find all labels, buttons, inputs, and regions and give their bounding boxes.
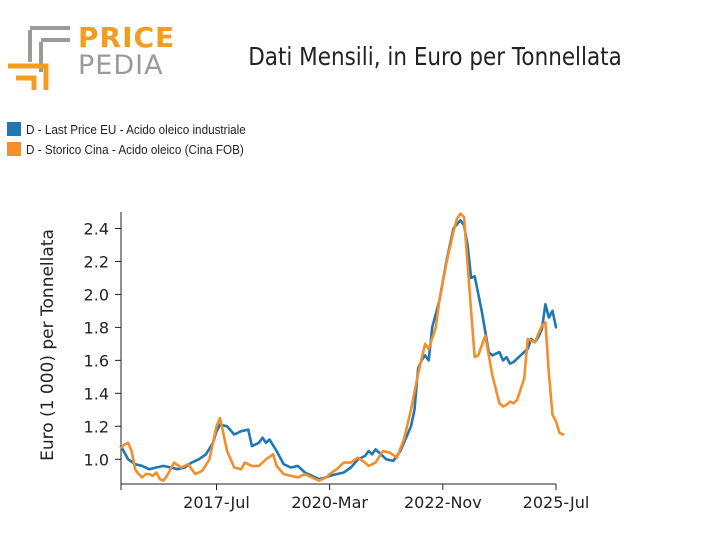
legend-swatch-series-1: [7, 122, 21, 136]
y-tick-label: 2.2: [84, 252, 109, 271]
legend-label-series-2: D - Storico Cina - Acido oleico (Cina FO…: [26, 141, 244, 157]
y-tick-label: 1.0: [84, 450, 109, 469]
chart-legend: D - Last Price EU - Acido oleico industr…: [7, 119, 270, 159]
y-tick-label: 1.2: [84, 417, 109, 436]
y-tick-label: 2.4: [84, 219, 109, 238]
pricepedia-logo: PRICE PEDIA: [8, 22, 174, 94]
x-tick-label: 2022-Nov: [404, 493, 482, 512]
logo-word-price: PRICE: [78, 21, 176, 54]
legend-label-series-1: D - Last Price EU - Acido oleico industr…: [26, 121, 246, 137]
series-line-2: [119, 212, 565, 482]
legend-swatch-series-2: [7, 142, 21, 156]
legend-item-series-1[interactable]: D - Last Price EU - Acido oleico industr…: [7, 119, 270, 139]
chart-title: Dati Mensili, in Euro per Tonnellata: [248, 42, 622, 71]
logo-word-pedia: PEDIA: [78, 50, 164, 81]
legend-item-series-2[interactable]: D - Storico Cina - Acido oleico (Cina FO…: [7, 139, 270, 159]
x-tick-label: 2017-Jul: [183, 493, 250, 512]
y-tick-label: 1.8: [84, 318, 109, 337]
y-tick-label: 1.6: [84, 351, 109, 370]
y-tick-label: 2.0: [84, 285, 109, 304]
x-tick-label: 2020-Mar: [291, 493, 368, 512]
logo-mark: [8, 26, 70, 90]
y-axis-title: Euro (1 000) per Tonnellata: [38, 229, 58, 461]
chart-lines: [119, 212, 565, 482]
chart-axes: 1.0 1.2 1.4 1.6 1.8 2.0 2.2 2.4 2017-Jul 2020-Mar…: [84, 212, 590, 512]
series-line-1: [119, 218, 558, 481]
y-tick-label: 1.4: [84, 384, 109, 403]
x-tick-label: 2025-Jul: [523, 493, 590, 512]
